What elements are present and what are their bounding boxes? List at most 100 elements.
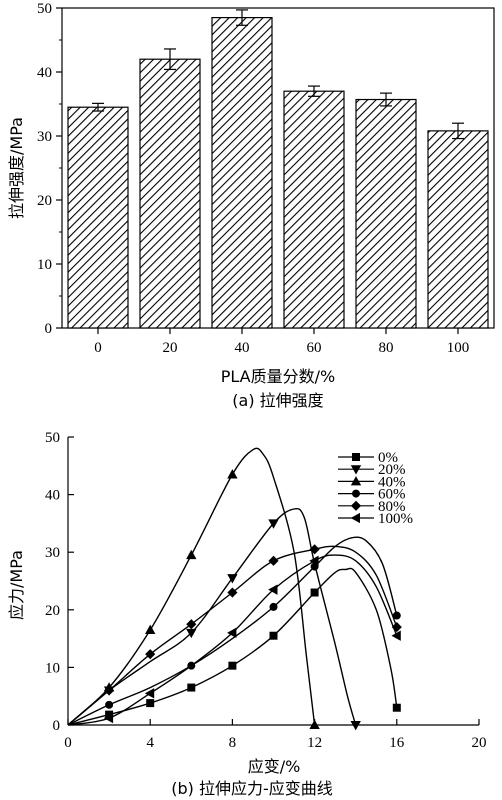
y-tick-label: 10 (37, 257, 52, 273)
error-bar (308, 85, 320, 97)
bar (139, 58, 201, 329)
error-bar (380, 92, 392, 107)
line-chart-caption: (b) 拉伸应力-应变曲线 (171, 779, 333, 798)
data-point (268, 519, 279, 529)
bar-chart-x-label: PLA质量分数/% (221, 367, 335, 386)
bar-chart-caption: (a) 拉伸强度 (232, 391, 323, 410)
data-point (309, 555, 319, 567)
legend-item: 20% (338, 462, 406, 478)
x-tick-label: 80 (379, 340, 394, 356)
bar-chart-bars (67, 9, 489, 329)
legend-label: 80% (378, 499, 406, 515)
bar (67, 106, 129, 329)
bar-chart-y-label: 拉伸强度/MPa (7, 117, 26, 219)
x-tick-label: 0 (64, 735, 72, 751)
series-100pct (67, 554, 401, 726)
data-point (309, 544, 320, 555)
y-tick-label: 0 (53, 718, 61, 734)
y-tick-label: 30 (45, 545, 60, 561)
legend-marker (350, 512, 361, 524)
data-point (269, 631, 278, 640)
data-point (103, 712, 114, 724)
data-point (227, 627, 237, 639)
legend-item: 40% (338, 474, 406, 490)
x-tick-label: 20 (472, 735, 487, 751)
x-tick-label: 12 (307, 735, 322, 751)
data-point (105, 700, 114, 709)
data-point (227, 574, 238, 584)
tensile-strength-bar-chart: 0 10 20 30 40 50 0 20 40 60 80 100 拉伸强度/MPa PLA质量分… (7, 1, 495, 410)
x-tick-label: 8 (229, 735, 237, 751)
series-line (67, 536, 398, 726)
y-tick-label: 50 (45, 430, 60, 446)
x-tick-label: 4 (146, 735, 154, 751)
legend-marker (351, 452, 360, 461)
legend-item: 0% (338, 450, 398, 466)
series-0pct (67, 567, 401, 726)
line-chart-x-axis: 0 4 8 12 16 20 (64, 719, 487, 751)
data-point (186, 549, 197, 560)
series-40pct (67, 447, 320, 729)
data-point (228, 661, 237, 670)
data-point (391, 630, 401, 641)
legend-item: 80% (338, 499, 406, 515)
legend-label: 0% (378, 450, 398, 466)
y-tick-label: 40 (37, 65, 52, 81)
legend-label: 60% (378, 487, 406, 503)
y-tick-label: 0 (45, 321, 53, 337)
line-chart-series (67, 447, 402, 731)
data-point (227, 469, 238, 479)
y-tick-label: 20 (37, 193, 52, 209)
data-point (146, 699, 155, 708)
data-point (145, 624, 156, 634)
legend-label: 40% (378, 474, 406, 490)
y-tick-label: 10 (45, 660, 60, 676)
error-bar (236, 9, 248, 26)
x-tick-label: 100 (447, 340, 470, 356)
data-point (268, 555, 279, 566)
bar (211, 17, 273, 329)
y-tick-label: 50 (37, 1, 52, 17)
line-chart-y-label: 应力/MPa (7, 550, 26, 620)
series-line (67, 507, 357, 726)
x-tick-label: 60 (307, 340, 322, 356)
y-tick-label: 40 (45, 488, 60, 504)
data-point (392, 611, 401, 620)
data-point (309, 719, 320, 729)
y-tick-label: 20 (45, 603, 60, 619)
bar-chart-x-axis: 0 20 40 60 80 100 (94, 328, 469, 356)
legend-marker (351, 489, 360, 498)
data-point (269, 602, 278, 611)
legend-marker (350, 465, 362, 475)
series-60pct (67, 536, 401, 726)
line-chart-y-axis: 0 10 20 30 40 50 (45, 430, 74, 734)
data-point (227, 587, 238, 598)
x-tick-label: 0 (94, 340, 102, 356)
line-chart-x-label: 应变/% (248, 757, 301, 776)
data-point (186, 619, 197, 630)
data-point (350, 721, 361, 731)
data-point (104, 685, 115, 696)
error-bar (92, 102, 104, 112)
legend-label: 100% (378, 511, 413, 527)
data-point (145, 649, 156, 660)
y-tick-label: 30 (37, 129, 52, 145)
legend-marker (350, 476, 362, 486)
data-point (187, 683, 196, 692)
error-bar (452, 122, 464, 140)
bar-chart-y-axis: 0 10 20 30 40 50 (37, 1, 62, 337)
data-point (268, 584, 278, 595)
legend-label: 20% (378, 462, 406, 478)
data-point (144, 688, 155, 699)
bar (427, 130, 489, 329)
x-tick-label: 20 (163, 340, 178, 356)
bar (355, 98, 417, 329)
stress-strain-line-chart: 0 10 20 30 40 50 0 4 8 12 16 20 0%20%40%60%80%100%… (7, 430, 487, 798)
data-point (310, 588, 319, 597)
legend-item: 100% (338, 511, 413, 527)
legend-item: 60% (338, 487, 406, 503)
legend-marker (350, 500, 362, 511)
x-tick-label: 16 (389, 735, 405, 751)
line-chart-legend: 0%20%40%60%80%100% (338, 450, 413, 527)
